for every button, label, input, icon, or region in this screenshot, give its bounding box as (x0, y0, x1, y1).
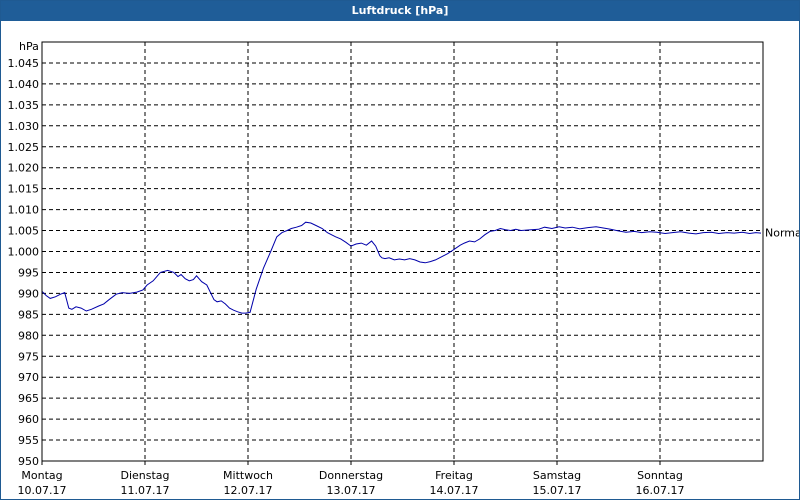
plot-border (41, 41, 764, 462)
x-day-label: Montag (21, 469, 62, 482)
x-date-label: 14.07.17 (430, 484, 479, 497)
x-day-label: Donnerstag (319, 469, 383, 482)
y-tick-label: 960 (18, 413, 39, 426)
y-tick-label: 965 (18, 392, 39, 405)
x-day-label: Sonntag (637, 469, 683, 482)
y-tick-label: 1.005 (8, 225, 40, 238)
y-tick-label: 1.010 (8, 204, 40, 217)
y-tick-label: 1.030 (8, 120, 40, 133)
y-tick-label: 975 (18, 350, 39, 363)
series-line (41, 221, 762, 314)
y-tick-label: 950 (18, 455, 39, 468)
y-tick-label: 1.035 (8, 99, 40, 112)
x-date-label: 10.07.17 (18, 484, 67, 497)
y-tick-label: 1.020 (8, 162, 40, 175)
chart-title: Luftdruck [hPa] (1, 1, 799, 21)
y-tick-label: 980 (18, 329, 39, 342)
y-tick-label: 995 (18, 266, 39, 279)
reference-label: Normal (765, 227, 799, 240)
y-tick-label: 990 (18, 287, 39, 300)
x-day-label: Mittwoch (223, 469, 273, 482)
x-date-label: 12.07.17 (224, 484, 273, 497)
y-tick-label: 985 (18, 308, 39, 321)
y-tick-label: 955 (18, 434, 39, 447)
y-axis: 1.045 1.040 1.035 1.030 1.025 1.020 1.015 1.010… (8, 57, 40, 468)
y-tick-label: 1.015 (8, 183, 40, 196)
y-tick-label: 1.040 (8, 78, 40, 91)
x-axis: Montag 10.07.17 Dienstag 11.07.17 Mittwoch 12… (18, 461, 685, 497)
y-axis-label: hPa (19, 40, 39, 53)
grid-lines (42, 42, 763, 461)
x-day-label: Freitag (435, 469, 473, 482)
x-date-label: 13.07.17 (327, 484, 376, 497)
x-date-label: 15.07.17 (533, 484, 582, 497)
y-tick-label: 970 (18, 371, 39, 384)
x-day-label: Dienstag (120, 469, 169, 482)
y-tick-label: 1.045 (8, 57, 40, 70)
y-tick-label: 1.025 (8, 141, 40, 154)
x-date-label: 16.07.17 (636, 484, 685, 497)
y-tick-label: 1.000 (8, 246, 40, 259)
x-date-label: 11.07.17 (121, 484, 170, 497)
x-day-label: Samstag (533, 469, 581, 482)
